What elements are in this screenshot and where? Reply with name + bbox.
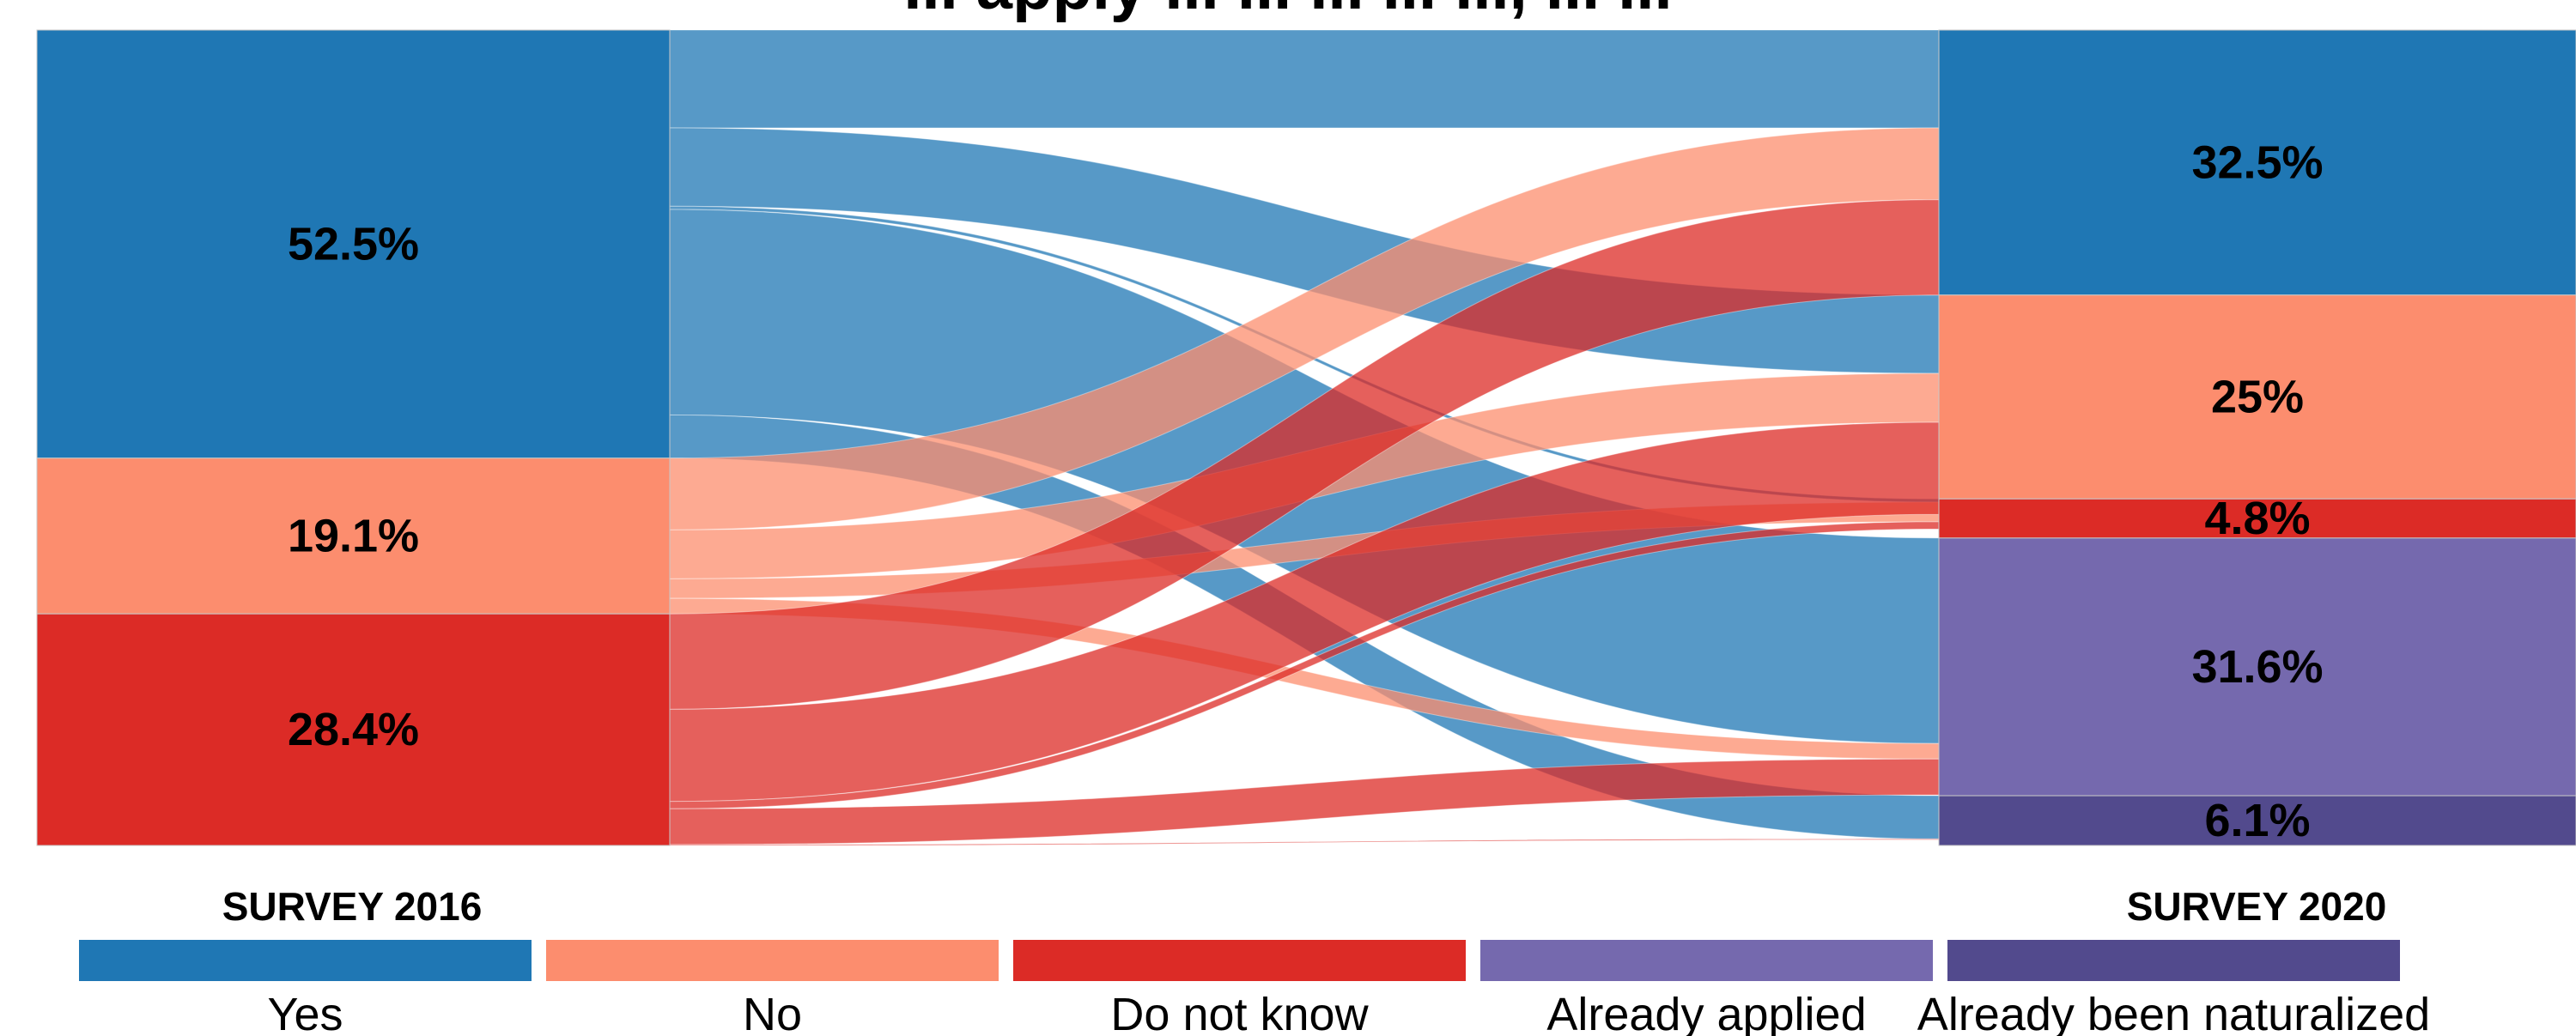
legend: Yes No Do not know Already applied Already b… [79, 940, 2430, 1036]
right-nodes: 32.5% 25% 4.8% 31.6% 6.1% [1938, 29, 2576, 846]
right-node-yes [1938, 29, 2576, 296]
left-axis-label: SURVEY 2016 [222, 884, 483, 929]
right-node-label-already-been-naturalized: 6.1% [2204, 795, 2310, 846]
legend-label-already-been-naturalized: Already been naturalized [1917, 989, 2430, 1036]
right-axis-label: SURVEY 2020 [2127, 884, 2387, 929]
right-node-already-been-naturalized [1938, 795, 2576, 846]
flow-links [669, 29, 1940, 846]
legend-label-no: No [743, 989, 802, 1036]
right-node-label-no: 25% [2211, 372, 2304, 423]
legend-label-yes: Yes [267, 989, 343, 1036]
legend-swatch-already-been-naturalized [1947, 940, 2400, 981]
flow-yes-to-yes [669, 29, 1940, 129]
left-node-label-no: 19.1% [288, 510, 419, 561]
legend-label-already-applied: Already applied [1546, 989, 1866, 1036]
left-node-label-do-not-know: 28.4% [288, 704, 419, 755]
legend-swatch-no [546, 940, 999, 981]
legend-label-do-not-know: Do not know [1110, 989, 1369, 1036]
left-nodes: 52.5% 19.1% 28.4% [36, 29, 671, 846]
legend-swatch-already-applied [1480, 940, 1933, 981]
legend-swatch-do-not-know [1013, 940, 1466, 981]
legend-swatch-yes [79, 940, 532, 981]
left-node-do-not-know [36, 613, 671, 846]
right-node-label-yes: 32.5% [2191, 136, 2323, 188]
left-node-yes [36, 29, 671, 459]
chart-title: ... apply ... ... ... ... ..., ... ... [903, 0, 1672, 23]
right-node-already-applied [1938, 537, 2576, 797]
left-node-label-yes: 52.5% [288, 218, 419, 270]
right-node-no [1938, 294, 2576, 500]
right-node-do-not-know [1938, 498, 2576, 539]
right-node-label-already-applied: 31.6% [2191, 641, 2323, 693]
left-node-no [36, 457, 671, 615]
right-node-label-do-not-know: 4.8% [2204, 493, 2310, 544]
